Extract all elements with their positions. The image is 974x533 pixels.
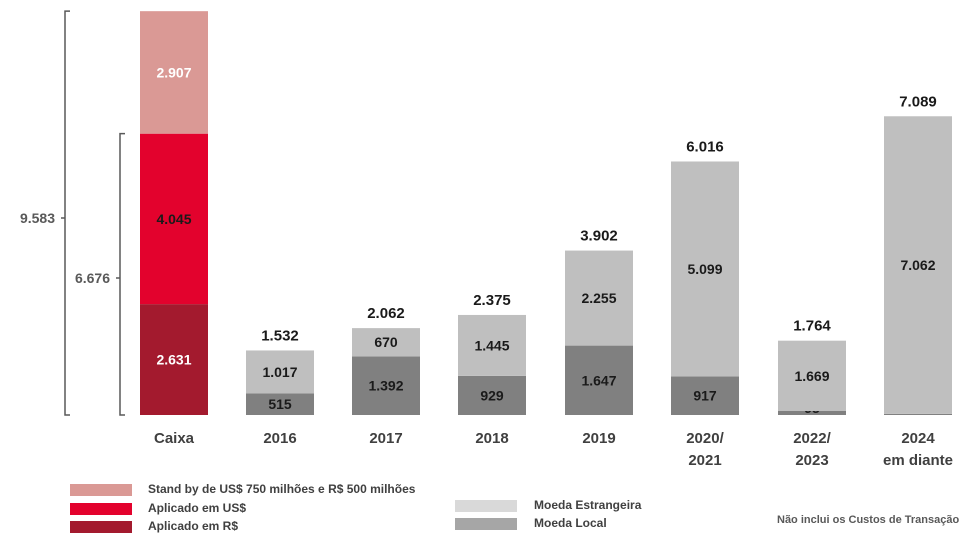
legend-label-aplicado-brl: Aplicado em R$ bbox=[148, 519, 239, 533]
bar-value-label: 670 bbox=[374, 334, 398, 350]
bracket-label: 9.583 bbox=[20, 210, 55, 226]
category-label: 2022/ bbox=[793, 430, 831, 447]
legend-label-moeda-local: Moeda Local bbox=[534, 516, 607, 530]
bar-segment-moeda-estrangeira bbox=[671, 161, 739, 377]
bar-total-label: 2.062 bbox=[367, 305, 405, 322]
bar-value-label: 5.099 bbox=[687, 261, 722, 277]
bar-segment-moeda-estrangeira bbox=[352, 328, 420, 357]
bar-segment-moeda-local bbox=[246, 393, 314, 415]
bracket-label: 6.676 bbox=[75, 270, 110, 286]
category-label: 2019 bbox=[582, 430, 615, 447]
legend-swatch-aplicado-usd bbox=[70, 503, 132, 515]
bar-value-label: 1.445 bbox=[474, 337, 509, 353]
bar-value-label: 2.255 bbox=[581, 290, 616, 306]
bar-segment-moeda-local bbox=[671, 376, 739, 415]
legend-label-aplicado-usd: Aplicado em US$ bbox=[148, 501, 247, 515]
category-label: 2020/ bbox=[686, 430, 724, 447]
bar-value-label: 1.647 bbox=[581, 372, 616, 388]
category-label: 2023 bbox=[795, 452, 828, 469]
bar-value-label: 1.669 bbox=[794, 368, 829, 384]
bar-total-label: 1.532 bbox=[261, 327, 299, 344]
category-label: Caixa bbox=[154, 430, 195, 447]
cash-bar-value-label: 4.045 bbox=[156, 211, 191, 227]
bar-segment-moeda-local bbox=[778, 410, 846, 415]
legend-swatch-moeda-local bbox=[455, 518, 517, 530]
bar-segment-moeda-local bbox=[458, 375, 526, 415]
bar-value-label: 917 bbox=[693, 388, 717, 404]
cash-bar-value-label: 2.907 bbox=[156, 64, 191, 80]
category-label: em diante bbox=[883, 452, 953, 469]
bar-segment-moeda-estrangeira bbox=[458, 314, 526, 376]
bar-value-label: 515 bbox=[268, 396, 292, 412]
bar-total-label: 7.089 bbox=[899, 93, 937, 110]
bar-value-label: 929 bbox=[480, 387, 504, 403]
bar-segment-moeda-estrangeira bbox=[884, 116, 952, 414]
cash-bar-value-label: 2.631 bbox=[156, 352, 191, 368]
bracket bbox=[64, 10, 70, 416]
bracket bbox=[119, 132, 125, 416]
cash-bar-segment bbox=[140, 133, 208, 305]
bar-segment-moeda-estrangeira bbox=[565, 250, 633, 346]
category-label: 2024 bbox=[901, 430, 935, 447]
category-label: 2017 bbox=[369, 430, 402, 447]
bar-segment-moeda-local bbox=[352, 356, 420, 415]
category-label: 2021 bbox=[688, 452, 721, 469]
bar-total-label: 3.902 bbox=[580, 228, 618, 245]
legend-swatch-standby bbox=[70, 484, 132, 496]
category-label: 2016 bbox=[263, 430, 296, 447]
legend-label-moeda-estrangeira: Moeda Estrangeira bbox=[534, 498, 642, 512]
bar-segment-moeda-estrangeira bbox=[246, 350, 314, 394]
bar-value-label: 7.062 bbox=[900, 257, 935, 273]
legend-swatch-aplicado-brl bbox=[70, 521, 132, 533]
footnote: Não inclui os Custos de Transação bbox=[777, 514, 960, 526]
cash-bar-segment bbox=[140, 304, 208, 415]
bar-total-label: 1.764 bbox=[793, 318, 831, 335]
legend-swatch-moeda-estrangeira bbox=[455, 500, 517, 512]
bar-total-label: 2.375 bbox=[473, 292, 511, 309]
legend-label-standby: Stand by de US$ 750 milhões e R$ 500 mil… bbox=[148, 482, 416, 496]
bar-segment-moeda-local bbox=[884, 413, 952, 415]
category-label: 2018 bbox=[475, 430, 508, 447]
bar-segment-moeda-local bbox=[565, 345, 633, 415]
bar-total-label: 6.016 bbox=[686, 138, 724, 155]
cash-bar-segment bbox=[140, 11, 208, 134]
bar-value-label: 1.392 bbox=[368, 378, 403, 394]
bar-value-label: 1.017 bbox=[262, 364, 297, 380]
bar-segment-moeda-estrangeira bbox=[778, 340, 846, 411]
